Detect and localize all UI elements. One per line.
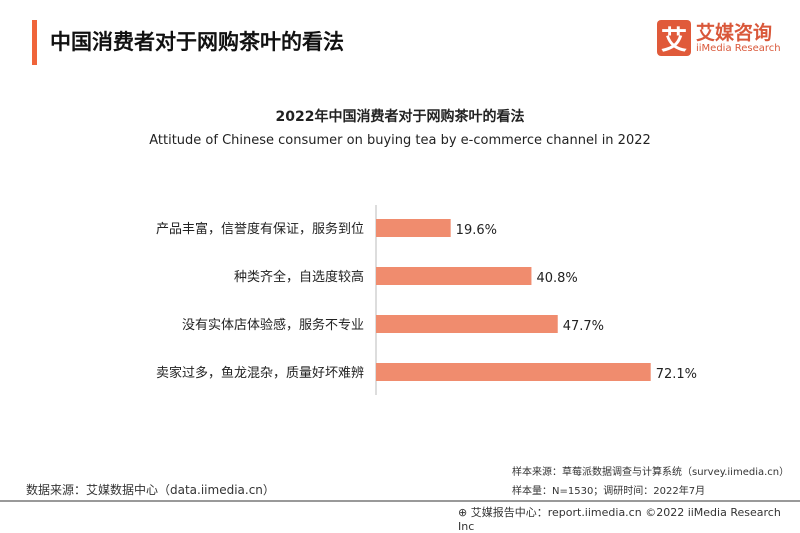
globe-icon: ⊕ — [458, 506, 471, 519]
logo: 艾 艾媒咨询 iiMedia Research — [657, 20, 781, 56]
category-label: 产品丰富，信誉度有保证，服务到位 — [156, 221, 364, 237]
sample-size: 样本量：N=1530；调研时间：2022年7月 — [512, 486, 706, 497]
chart-title: 2022年中国消费者对于网购茶叶的看法 — [275, 109, 525, 125]
data-label: 47.7% — [563, 319, 604, 334]
copyright: ⊕ 艾媒报告中心：report.iimedia.cn ©2022 iiMedia… — [458, 504, 800, 533]
data-label: 19.6% — [456, 223, 497, 238]
bar — [376, 363, 651, 381]
title-accent-bar — [32, 20, 37, 65]
category-label: 卖家过多，鱼龙混杂，质量好坏难辨 — [156, 365, 364, 381]
page-title: 中国消费者对于网购茶叶的看法 — [50, 30, 344, 54]
bar — [376, 267, 532, 285]
data-label: 72.1% — [656, 367, 697, 382]
logo-cn: 艾媒咨询 — [696, 21, 773, 44]
bar — [376, 219, 451, 237]
data-label: 40.8% — [536, 271, 577, 286]
logo-icon: 艾 — [657, 20, 691, 56]
sample-source: 样本来源：草莓派数据调查与计算系统（survey.iimedia.cn） — [512, 467, 790, 478]
logo-en: iiMedia Research — [696, 42, 781, 54]
data-source: 数据来源：艾媒数据中心（data.iimedia.cn） — [26, 483, 275, 497]
bar-chart: 产品丰富，信誉度有保证，服务到位 19.6% 种类齐全，自选度较高 40.8% 没有实体… — [156, 205, 697, 395]
chart-subtitle: Attitude of Chinese consumer on buying t… — [149, 133, 651, 148]
category-label: 没有实体店体验感，服务不专业 — [182, 317, 364, 333]
footer-divider — [0, 500, 800, 502]
bar — [376, 315, 558, 333]
category-label: 种类齐全，自选度较高 — [234, 269, 364, 285]
